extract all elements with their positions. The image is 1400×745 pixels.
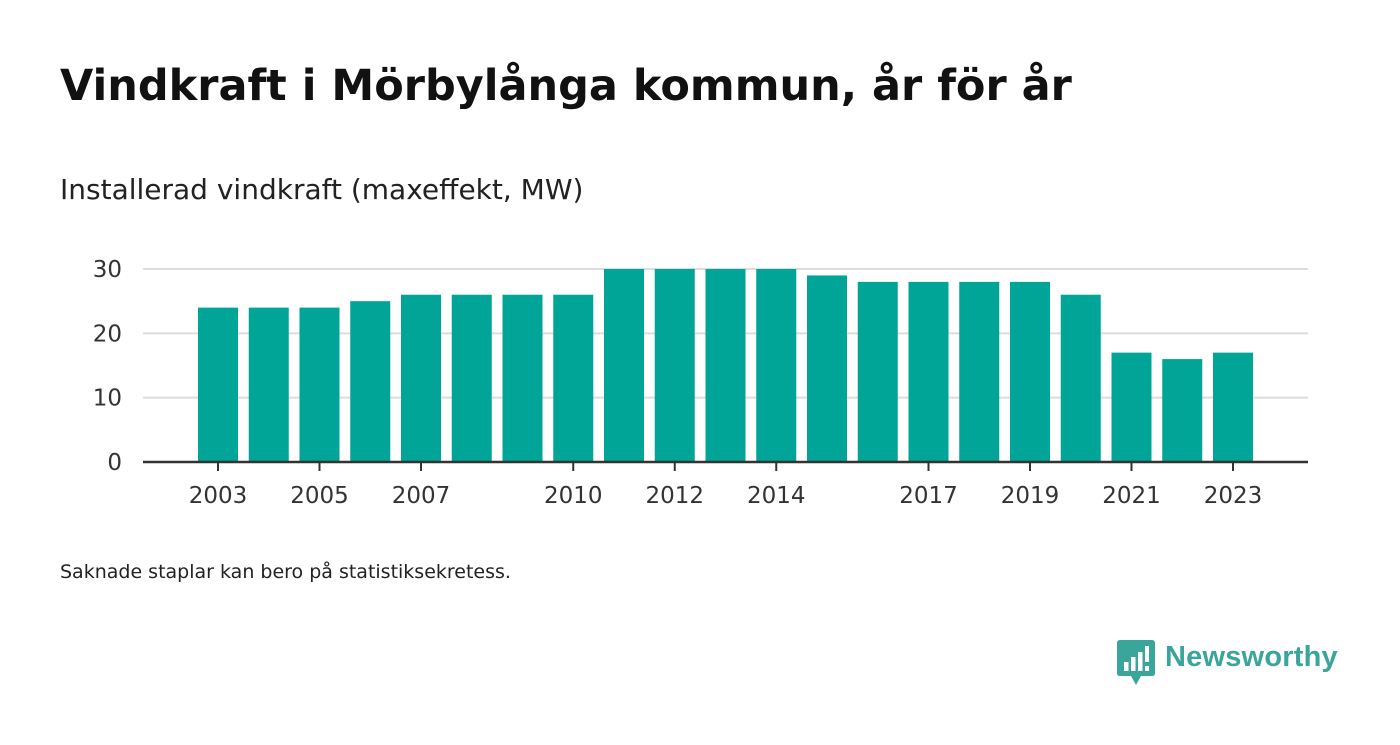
x-tick-label-2023: 2023 bbox=[1204, 483, 1263, 509]
y-tick-label-20: 20 bbox=[93, 321, 122, 347]
footnote: Saknade staplar kan bero på statistiksek… bbox=[60, 561, 511, 583]
brand-name: Newsworthy bbox=[1165, 641, 1338, 673]
bar-chart: 0 10 20 30 2003 2005 2007 2010 2012 2014 2017 2019… bbox=[93, 257, 1308, 509]
y-tick-label-30: 30 bbox=[93, 257, 122, 283]
bar-2007 bbox=[401, 294, 441, 462]
bar-2016 bbox=[857, 281, 898, 462]
bar-2008 bbox=[451, 294, 492, 462]
bar-2020 bbox=[1060, 294, 1101, 462]
bar-2019 bbox=[1010, 281, 1050, 462]
chart-subtitle: Installerad vindkraft (maxeffekt, MW) bbox=[60, 173, 584, 206]
bar-2009 bbox=[502, 294, 543, 462]
x-tick-label-2005: 2005 bbox=[290, 483, 349, 509]
chart-title: Vindkraft i Mörbylånga kommun, år för år bbox=[60, 61, 1072, 111]
bar-2018 bbox=[959, 281, 1000, 462]
x-tick-label-2007: 2007 bbox=[392, 483, 451, 509]
bar-2004 bbox=[248, 307, 289, 462]
bar-2006 bbox=[350, 301, 391, 462]
y-tick-label-0: 0 bbox=[107, 450, 122, 476]
x-tick-label-2014: 2014 bbox=[747, 483, 806, 509]
bars bbox=[198, 269, 1253, 462]
bar-2022 bbox=[1162, 359, 1203, 462]
x-tick-label-2012: 2012 bbox=[645, 483, 704, 509]
y-tick-label-10: 10 bbox=[93, 386, 122, 412]
x-tick-label-2019: 2019 bbox=[1001, 483, 1060, 509]
bar-2021 bbox=[1111, 352, 1152, 462]
bar-2012 bbox=[654, 269, 695, 462]
y-axis-tick-labels: 0 10 20 30 bbox=[93, 257, 122, 476]
bar-2014 bbox=[756, 269, 797, 462]
bar-2023 bbox=[1213, 352, 1253, 462]
newsworthy-logo-icon bbox=[1117, 640, 1155, 685]
newsworthy-brand[interactable]: Newsworthy bbox=[1117, 640, 1338, 686]
x-tick-label-2010: 2010 bbox=[544, 483, 603, 509]
x-axis-ticks: 2003 2005 2007 2010 2012 2014 2017 2019 2021 2023 bbox=[189, 462, 1263, 509]
bar-2010 bbox=[553, 294, 594, 462]
bar-2013 bbox=[705, 269, 746, 462]
bar-2003 bbox=[198, 307, 238, 462]
bar-2015 bbox=[807, 275, 847, 462]
x-tick-label-2003: 2003 bbox=[189, 483, 248, 509]
x-tick-label-2021: 2021 bbox=[1102, 483, 1161, 509]
bar-2017 bbox=[908, 281, 949, 462]
x-tick-label-2017: 2017 bbox=[899, 483, 958, 509]
bar-2011 bbox=[604, 269, 644, 462]
bar-2005 bbox=[299, 307, 340, 462]
